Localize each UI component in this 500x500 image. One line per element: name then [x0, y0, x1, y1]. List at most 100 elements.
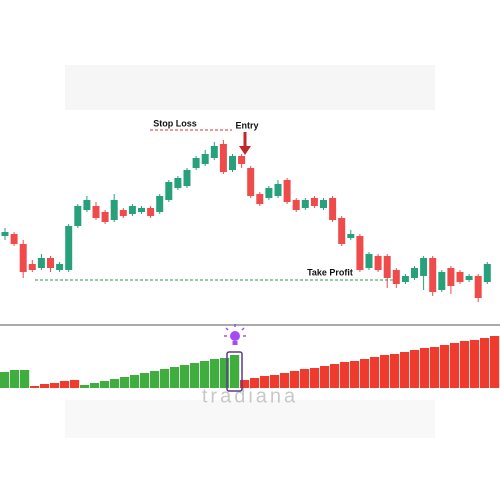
- histogram-bar: [190, 363, 200, 388]
- histogram-bar: [240, 380, 250, 388]
- candle-body: [420, 258, 428, 276]
- histogram-bar: [130, 375, 140, 388]
- take-profit-label: Take Profit: [307, 267, 353, 277]
- watermark: tradiana: [202, 385, 298, 407]
- candle-body: [65, 226, 73, 270]
- candle-body: [147, 208, 155, 216]
- histogram-bar: [30, 386, 40, 388]
- histogram-bar: [160, 369, 170, 388]
- background-blur: [65, 400, 435, 438]
- histogram-bar: [290, 371, 300, 388]
- histogram-bar: [370, 357, 380, 388]
- histogram-bar: [140, 373, 150, 388]
- candle-body: [392, 270, 400, 284]
- histogram-bar: [430, 347, 440, 388]
- histogram-bar: [380, 355, 390, 388]
- candle-body: [338, 218, 346, 244]
- histogram-bar: [60, 381, 70, 388]
- histogram-bar: [0, 372, 10, 388]
- histogram-bar: [220, 358, 230, 388]
- candle-body: [56, 264, 64, 270]
- candle-body: [183, 170, 191, 186]
- histogram-bar: [90, 383, 100, 388]
- histogram-bar: [280, 373, 290, 388]
- candle-body: [301, 200, 309, 208]
- histogram-bar: [300, 369, 310, 388]
- candle-body: [374, 256, 382, 270]
- histogram-bar: [450, 343, 460, 388]
- candle-body: [411, 268, 418, 278]
- candle-body: [28, 264, 36, 270]
- candle-body: [119, 210, 127, 216]
- candle-body: [474, 276, 482, 298]
- histogram-bar: [100, 381, 110, 388]
- candle-body: [256, 194, 264, 204]
- histogram-bar: [390, 354, 400, 388]
- histogram-bar: [410, 350, 420, 388]
- histogram-bar: [310, 368, 320, 388]
- histogram-bar: [110, 379, 120, 388]
- histogram-bar: [440, 345, 450, 388]
- candle-body: [429, 258, 437, 292]
- candle-body: [219, 144, 227, 172]
- histogram-bar: [210, 359, 220, 388]
- histogram-bar: [490, 336, 500, 388]
- histogram-bar: [270, 375, 280, 388]
- histogram-bar: [480, 338, 490, 388]
- candle-body: [229, 156, 236, 170]
- histogram-bar: [250, 378, 260, 388]
- histogram-bar: [420, 348, 430, 388]
- candle-body: [247, 168, 255, 196]
- candle-body: [310, 198, 318, 206]
- candle-body: [483, 264, 491, 282]
- histogram-bar: [470, 340, 480, 388]
- bulb-ray: [225, 327, 229, 331]
- candle-body: [456, 272, 464, 282]
- candle-body: [128, 206, 136, 214]
- candle-body: [238, 156, 246, 164]
- candle-body: [1, 232, 9, 236]
- histogram-bar: [80, 385, 90, 388]
- candle-body: [19, 244, 27, 272]
- histogram-bar: [330, 364, 340, 388]
- bulb-icon-base: [232, 341, 238, 345]
- candle-body: [274, 184, 282, 196]
- histogram-bar: [320, 366, 330, 388]
- candle-body: [347, 234, 355, 238]
- candle-body: [10, 234, 18, 244]
- histogram-bar: [120, 377, 130, 388]
- histogram-bar: [200, 361, 210, 388]
- candle-body: [192, 158, 200, 168]
- candle-body: [329, 198, 337, 220]
- candle-body: [47, 258, 54, 268]
- histogram-bar: [230, 355, 240, 388]
- candle-body: [447, 268, 455, 286]
- candle-body: [201, 154, 209, 164]
- candle-body: [292, 200, 300, 210]
- histogram-bar: [180, 365, 190, 388]
- histogram-bar: [70, 380, 80, 388]
- candle-body: [320, 200, 327, 208]
- histogram-bar: [360, 359, 370, 388]
- candle-body: [438, 272, 446, 290]
- candle-body: [283, 180, 291, 202]
- histogram-bar: [170, 367, 180, 388]
- entry-arrowhead: [239, 146, 251, 155]
- candle-body: [383, 256, 391, 278]
- candle-body: [92, 206, 100, 218]
- stop-loss-label: Stop Loss: [153, 118, 197, 128]
- candle-body: [356, 236, 364, 270]
- candle-body: [101, 212, 109, 222]
- histogram-bar: [150, 371, 160, 388]
- candle-body: [110, 200, 118, 220]
- histogram-bar: [260, 376, 270, 388]
- histogram-bar: [20, 370, 30, 388]
- histogram-bar: [340, 362, 350, 388]
- candle-body: [401, 276, 409, 282]
- background-blur: [65, 65, 435, 110]
- candle-body: [165, 182, 173, 200]
- candle-body: [174, 178, 182, 188]
- bulb-ray: [241, 327, 245, 331]
- candle-body: [83, 200, 91, 210]
- histogram-bar: [50, 383, 60, 388]
